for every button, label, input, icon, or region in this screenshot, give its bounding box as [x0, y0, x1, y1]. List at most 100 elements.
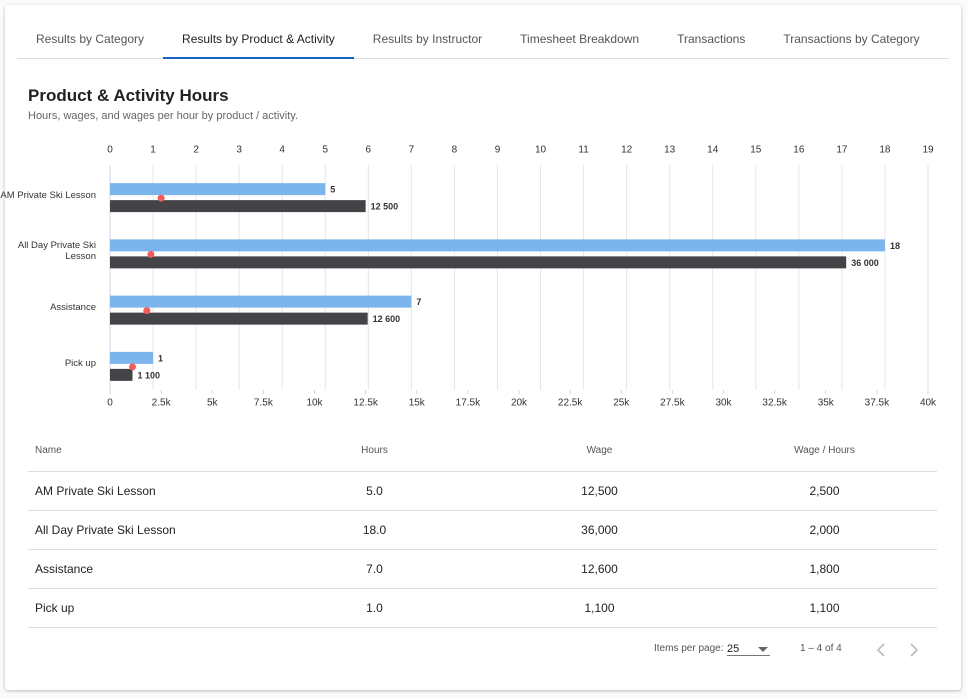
table-cell: 7.0	[366, 562, 383, 576]
table-cell: 18.0	[362, 523, 387, 537]
tab-bar: Results by Category Results by Product & …	[17, 20, 949, 59]
x-tick-label: 8	[452, 145, 458, 156]
data-label: 36 000	[851, 258, 879, 268]
table-cell: 1,100	[584, 601, 615, 615]
category-label: AM Private Ski Lesson	[0, 189, 96, 201]
range-label: 1 – 4 of 4	[800, 643, 842, 654]
bar	[110, 256, 847, 269]
x2-tick-label: 32.5k	[762, 398, 787, 409]
items-per-page-select[interactable]: 25	[727, 637, 770, 656]
tab[interactable]: Results by Category	[36, 32, 145, 46]
x2-tick-label: 22.5k	[558, 398, 583, 409]
tab[interactable]: Results by Product & Activity	[163, 20, 354, 59]
data-label: 18	[890, 241, 900, 251]
tab[interactable]: Transactions by Category	[783, 32, 920, 46]
chart: 0 1 2 3 4 5 6 7 8 9 10 11 12 13 14 15 16 17 18 190 2.5k 5k 7.5…	[107, 145, 937, 409]
table-cell: Assistance	[35, 562, 94, 576]
tab[interactable]: Timesheet Breakdown	[520, 32, 640, 46]
x-tick-label: 6	[366, 145, 372, 156]
x2-tick-label: 30k	[715, 398, 732, 409]
items-per-page-label: Items per page:	[654, 643, 724, 654]
x-tick-label: 13	[664, 145, 676, 156]
x-tick-label: 1	[150, 145, 156, 156]
data-label: 1 100	[137, 370, 160, 380]
bar	[110, 351, 154, 364]
table-row: Pick up 1.0 1,100 1,100	[28, 589, 937, 628]
x-tick-label: 12	[621, 145, 633, 156]
x2-tick-label: 12.5k	[353, 398, 378, 409]
bar	[110, 183, 326, 196]
x2-tick-label: 25k	[613, 398, 630, 409]
data-label: 1	[158, 353, 163, 363]
x-tick-label: 2	[193, 145, 199, 156]
table-row: All Day Private Ski Lesson 18.0 36,000 2,00…	[28, 511, 937, 550]
x-tick-label: 14	[707, 145, 719, 156]
x2-tick-label: 7.5k	[254, 398, 274, 409]
x-tick-label: 10	[535, 145, 547, 156]
table-cell: 2,000	[809, 523, 840, 537]
tab[interactable]: Results by Instructor	[372, 32, 483, 46]
table-cell: All Day Private Ski Lesson	[35, 523, 176, 537]
x-tick-label: 4	[279, 145, 285, 156]
table-cell: AM Private Ski Lesson	[35, 484, 156, 498]
table-cell: 1,100	[809, 601, 840, 615]
x-tick-label: 16	[793, 145, 805, 156]
x-tick-label: 19	[922, 145, 934, 156]
point	[157, 194, 165, 202]
x-tick-label: 15	[750, 145, 762, 156]
data-label: 12 600	[373, 314, 401, 324]
x2-tick-label: 2.5k	[152, 398, 172, 409]
x2-tick-label: 15k	[409, 398, 426, 409]
x2-tick-label: 40k	[920, 398, 937, 409]
x-tick-label: 7	[409, 145, 415, 156]
table-cell: 5.0	[366, 484, 383, 498]
x2-tick-label: 0	[107, 398, 113, 409]
table-header-row: Name Hours Wage Wage / Hours	[28, 430, 937, 472]
bar	[110, 312, 368, 325]
data-label: 12 500	[371, 202, 399, 212]
table: Name Hours Wage Wage / Hours AM Private Ski …	[28, 430, 937, 628]
dropdown-arrow	[758, 647, 768, 652]
x2-tick-label: 27.5k	[660, 398, 685, 409]
column-header: Wage / Hours	[794, 445, 855, 456]
paginator: Items per page: 25 1 – 4 of 4	[5, 637, 961, 661]
x2-tick-label: 37.5k	[865, 398, 890, 409]
category-label: All Day Private Ski Lesson	[17, 240, 96, 263]
chart-subtitle: Hours, wages, and wages per hour by prod…	[28, 110, 299, 122]
x2-tick-label: 35k	[818, 398, 835, 409]
table-row: AM Private Ski Lesson 5.0 12,500 2,500	[28, 472, 937, 511]
x-tick-label: 3	[236, 145, 242, 156]
point	[143, 307, 151, 315]
bar	[110, 239, 885, 252]
next-page-button[interactable]	[908, 643, 920, 657]
table-cell: 36,000	[581, 523, 618, 537]
x-tick-label: 17	[836, 145, 848, 156]
point	[128, 363, 136, 371]
data-label: 7	[416, 297, 421, 307]
bar	[110, 368, 133, 381]
data-label: 5	[330, 185, 335, 195]
column-header: Name	[35, 445, 62, 456]
point	[147, 250, 155, 258]
table-cell: 12,600	[581, 562, 618, 576]
table-cell: Pick up	[35, 601, 75, 615]
prev-page-button[interactable]	[876, 643, 888, 657]
category-label: Pick up	[64, 358, 96, 370]
tab[interactable]: Transactions	[677, 32, 746, 46]
x-tick-label: 5	[322, 145, 328, 156]
x2-tick-label: 20k	[511, 398, 528, 409]
x-tick-label: 11	[578, 145, 589, 156]
x2-tick-label: 5k	[207, 398, 219, 409]
x-tick-label: 18	[879, 145, 891, 156]
table-cell: 1,800	[809, 562, 840, 576]
x2-tick-label: 10k	[306, 398, 323, 409]
items-per-page-value: 25	[727, 643, 740, 655]
table-cell: 2,500	[809, 484, 840, 498]
table-cell: 1.0	[366, 601, 383, 615]
table-row: Assistance 7.0 12,600 1,800	[28, 550, 937, 589]
category-label: Assistance	[50, 302, 96, 314]
chart-title: Product & Activity Hours	[28, 86, 229, 105]
card: Results by Category Results by Product & …	[0, 5, 961, 690]
table-cell: 12,500	[581, 484, 618, 498]
x-tick-label: 9	[495, 145, 501, 156]
